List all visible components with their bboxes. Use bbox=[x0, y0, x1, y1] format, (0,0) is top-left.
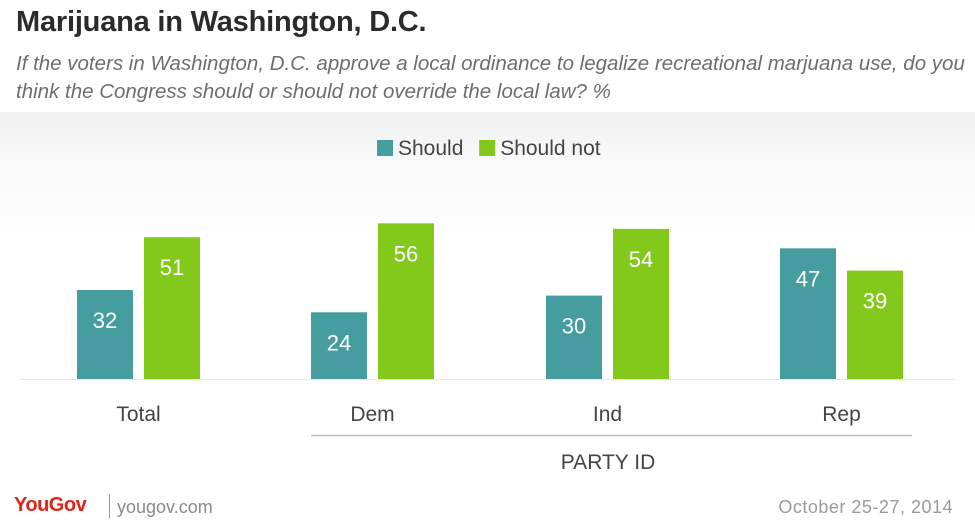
bar-total-0 bbox=[77, 290, 133, 379]
data-label-ind-0: 30 bbox=[562, 314, 586, 339]
footer-divider bbox=[109, 494, 110, 518]
category-label-rep: Rep bbox=[822, 403, 861, 426]
bar-ind-1 bbox=[613, 228, 669, 379]
category-label-ind: Ind bbox=[593, 403, 622, 426]
legend-swatch-1 bbox=[479, 140, 496, 156]
bar-chart: Should Should not 32 51 Total 24 56 Dem 30 54 Ind 4… bbox=[20, 137, 955, 474]
data-label-total-1: 51 bbox=[160, 255, 184, 280]
legend-swatch-0 bbox=[377, 140, 393, 156]
party-id-label: PARTY ID bbox=[561, 451, 656, 474]
bar-rep-0 bbox=[780, 248, 836, 379]
chart-title: Marijuana in Washington, D.C. bbox=[16, 6, 427, 38]
chart-area: Should Should not 32 51 Total 24 56 Dem 30 54 Ind 4… bbox=[0, 112, 975, 492]
chart-header: Marijuana in Washington, D.C. If the vot… bbox=[0, 0, 975, 112]
data-label-ind-1: 54 bbox=[629, 247, 653, 272]
yougov-logo: YouGov bbox=[14, 494, 87, 516]
legend-label-0: Should bbox=[398, 137, 463, 160]
data-label-rep-1: 39 bbox=[863, 289, 887, 314]
chart-subtitle: If the voters in Washington, D.C. approv… bbox=[16, 52, 965, 103]
bar-dem-0 bbox=[311, 312, 367, 379]
bar-rep-1 bbox=[847, 270, 903, 379]
bar-dem-1 bbox=[378, 223, 434, 379]
data-label-dem-1: 56 bbox=[394, 241, 418, 266]
category-label-total: Total bbox=[116, 403, 160, 426]
footer-site: yougov.com bbox=[117, 497, 213, 517]
legend-label-1: Should not bbox=[500, 137, 601, 160]
data-label-dem-0: 24 bbox=[327, 330, 351, 355]
survey-date: October 25-27, 2014 bbox=[778, 497, 953, 517]
data-label-rep-0: 47 bbox=[796, 266, 820, 291]
data-label-total-0: 32 bbox=[93, 308, 117, 333]
bar-total-1 bbox=[144, 237, 200, 379]
category-label-dem: Dem bbox=[350, 403, 394, 426]
bar-ind-0 bbox=[546, 295, 602, 379]
